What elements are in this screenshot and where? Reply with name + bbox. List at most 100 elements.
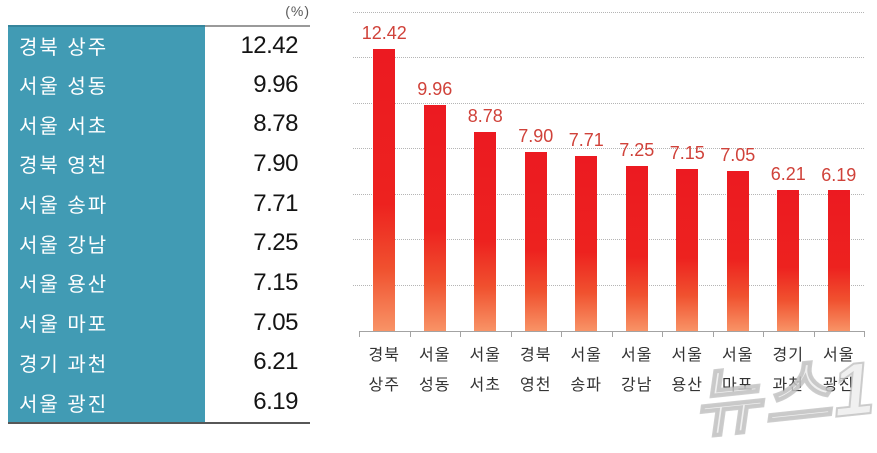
gridline [353,239,864,241]
bar [423,104,446,331]
x-label-line1: 서울 [570,347,602,364]
bar [676,168,699,331]
bar-value-label: 9.96 [417,78,453,99]
bar-value-label: 6.21 [770,164,806,185]
region-cell: 경기 과천 [8,342,205,383]
x-label-line2: 서초 [469,377,501,394]
bar [575,155,598,331]
x-label-line2: 과천 [772,377,804,394]
x-label-line2: 송파 [570,377,602,394]
value-cell: 6.21 [205,342,310,383]
bar-value-label: 7.05 [720,144,756,165]
value-cell: 7.05 [205,302,310,343]
bar [827,190,850,331]
table-row: 경북 상주 12.42 [8,25,310,65]
x-axis-labels: 경북 상주 서울 성동 서울 서초 경북 영천 서울 송파 서울 강남 서울 용산 서울 마포 경기 과천 서울 광진 [359,341,864,401]
bar [777,189,800,331]
x-label-line1: 서울 [469,347,501,364]
x-label-line2: 마포 [722,377,754,394]
gridline [353,148,864,150]
x-label-line1: 서울 [419,347,451,364]
x-label-line2: 성동 [419,377,451,394]
axis-tick [510,331,512,337]
gridline [353,12,864,13]
bar-value-label: 8.78 [467,105,503,126]
region-cell: 서울 송파 [8,183,205,224]
region-cell: 서울 성동 [8,64,205,105]
table-row: 서울 강남 7.25 [8,223,310,264]
bar [474,131,497,331]
axis-tick [864,331,865,337]
x-label-line1: 경북 [368,347,400,364]
axis-tick [763,331,764,337]
axis-tick [611,331,613,337]
region-table: 경북 상주 12.42 서울 성동 9.96 서울 서초 8.78 경북 영천 7.90 서울 … [8,25,310,424]
bar [373,48,396,331]
gridline [353,284,864,286]
table-row: 경북 영천 7.90 [8,144,310,184]
gridline [353,57,864,59]
table-row: 서울 송파 7.71 [8,183,310,224]
unit-label: (%) [285,3,310,19]
bar-value-label: 7.71 [568,129,604,150]
region-cell: 서울 마포 [8,302,205,343]
x-label-line2: 영천 [520,377,552,394]
bar-value-label: 6.19 [821,164,857,185]
bar-value-label: 7.90 [518,125,554,146]
table-row: 서울 성동 9.96 [8,64,310,105]
table-row: 서울 용산 7.15 [8,263,310,303]
value-cell: 6.19 [205,382,310,422]
value-cell: 7.25 [205,223,310,264]
table-row: 서울 서초 8.78 [8,104,310,145]
x-label-line1: 서울 [722,347,754,364]
value-cell: 9.96 [205,64,310,105]
axis-tick [359,331,360,337]
news-graphic: (%) 경북 상주 12.42 서울 성동 9.96 서울 서초 8.78 경북 영천 7.9… [8,3,877,448]
bar-value-label: 7.15 [669,142,705,163]
value-cell: 12.42 [205,25,310,65]
x-label-line2: 상주 [368,377,400,394]
region-cell: 경북 상주 [8,25,205,65]
bar-value-label: 12.42 [361,23,407,43]
table-row: 서울 마포 7.05 [8,302,310,343]
bar [524,151,547,331]
gridline [353,102,864,104]
axis-tick [409,331,411,337]
value-cell: 8.78 [205,104,310,145]
value-cell: 7.90 [205,144,310,184]
x-label-line2: 광진 [823,377,855,394]
table-row: 서울 광진 6.19 [8,382,310,422]
x-label-line1: 경북 [520,347,552,364]
region-cell: 서울 강남 [8,223,205,264]
x-label-line1: 서울 [823,347,855,364]
x-label-line1: 경기 [772,347,804,364]
region-cell: 서울 광진 [8,382,205,422]
region-cell: 경북 영천 [8,144,205,184]
bar-plot: 12.42 9.96 8.78 7.90 7.71 7.25 7.15 7.05 6.21 6.1… [353,12,865,337]
region-cell: 서울 용산 [8,263,205,303]
x-label-line2: 용산 [671,377,703,394]
axis-tick [813,331,815,337]
value-cell: 7.71 [205,183,310,224]
axis-tick [662,331,663,337]
axis-tick [460,331,461,337]
region-cell: 서울 서초 [8,104,205,145]
bar [726,170,749,331]
x-label-line2: 강남 [621,377,653,394]
bar [625,166,648,331]
axis-tick [561,331,562,337]
gridline [353,193,864,195]
value-cell: 7.15 [205,263,310,303]
x-label-line1: 서울 [621,347,653,364]
x-label-line1: 서울 [671,347,703,364]
